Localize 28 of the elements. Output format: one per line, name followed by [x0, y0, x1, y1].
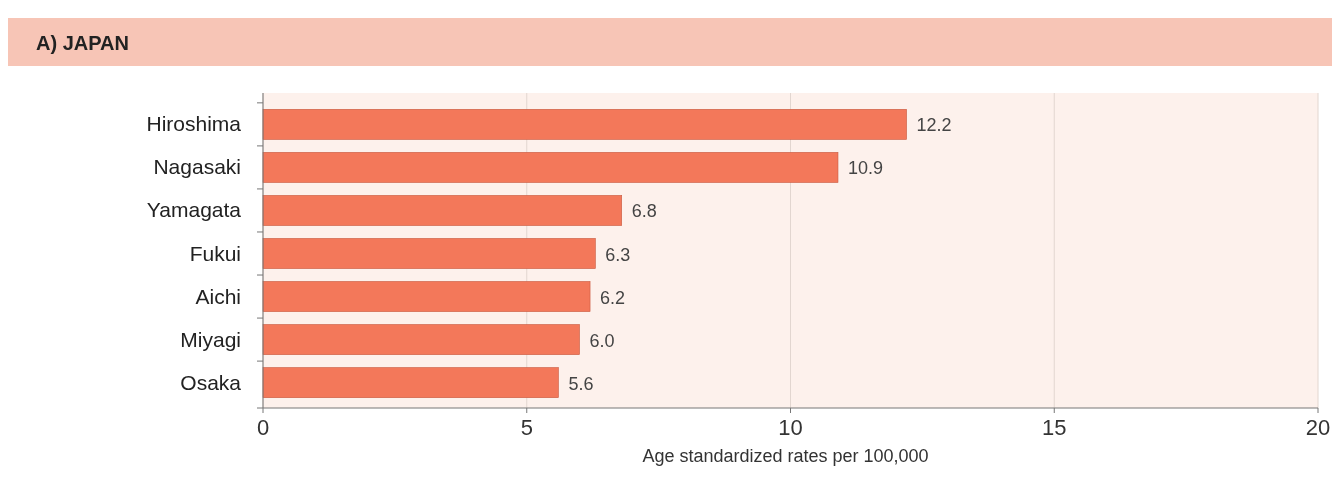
bar [262, 281, 591, 312]
x-tick-label: 0 [256, 415, 270, 440]
data-label: 6.8 [631, 201, 657, 222]
bar [262, 367, 559, 398]
data-label: 10.9 [847, 158, 884, 179]
y-tick-label: Fukui [189, 241, 241, 265]
x-tick-label: 20 [1305, 415, 1331, 440]
bar [262, 324, 580, 355]
data-label: 5.6 [568, 373, 594, 394]
y-tick-label: Hiroshima [146, 112, 242, 136]
bar [262, 109, 907, 140]
y-tick-label: Aichi [195, 284, 241, 308]
text: A) JAPAN [36, 32, 129, 54]
y-tick-label: Miyagi [180, 327, 241, 351]
data-label: 6.3 [605, 244, 631, 265]
data-label: 6.2 [600, 287, 626, 308]
data-label: 6.0 [589, 330, 615, 351]
x-tick-label: 10 [778, 415, 803, 440]
y-tick-label: Osaka [180, 370, 242, 394]
y-tick-label: Yamagata [146, 198, 242, 222]
x-tick-label: 5 [520, 415, 533, 440]
y-tick-label: Nagasaki [153, 155, 241, 179]
bar [262, 152, 839, 183]
bar [262, 238, 596, 269]
x-axis-title: Age standardized rates per 100,000 [642, 446, 929, 466]
data-label: 12.2 [916, 115, 952, 136]
x-tick-label: 15 [1042, 415, 1067, 440]
bar [262, 195, 622, 226]
